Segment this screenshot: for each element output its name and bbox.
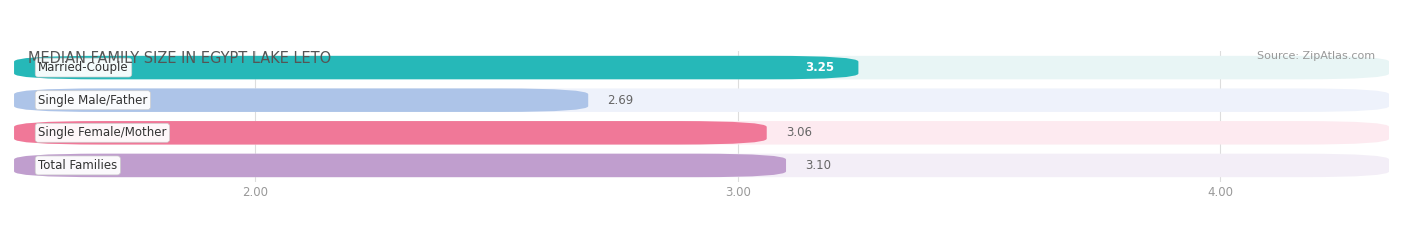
Text: Single Female/Mother: Single Female/Mother	[38, 126, 167, 139]
Text: Total Families: Total Families	[38, 159, 118, 172]
FancyBboxPatch shape	[14, 154, 786, 177]
FancyBboxPatch shape	[14, 89, 588, 112]
Text: MEDIAN FAMILY SIZE IN EGYPT LAKE LETO: MEDIAN FAMILY SIZE IN EGYPT LAKE LETO	[28, 51, 330, 66]
Text: 3.10: 3.10	[806, 159, 831, 172]
Text: 2.69: 2.69	[607, 94, 634, 107]
Text: Source: ZipAtlas.com: Source: ZipAtlas.com	[1257, 51, 1375, 61]
Text: 3.25: 3.25	[806, 61, 834, 74]
FancyBboxPatch shape	[14, 121, 1389, 144]
Text: Married-Couple: Married-Couple	[38, 61, 129, 74]
FancyBboxPatch shape	[14, 89, 1389, 112]
FancyBboxPatch shape	[14, 121, 766, 144]
Text: 3.06: 3.06	[786, 126, 813, 139]
Text: Single Male/Father: Single Male/Father	[38, 94, 148, 107]
FancyBboxPatch shape	[14, 56, 859, 79]
FancyBboxPatch shape	[14, 154, 1389, 177]
FancyBboxPatch shape	[14, 56, 1389, 79]
